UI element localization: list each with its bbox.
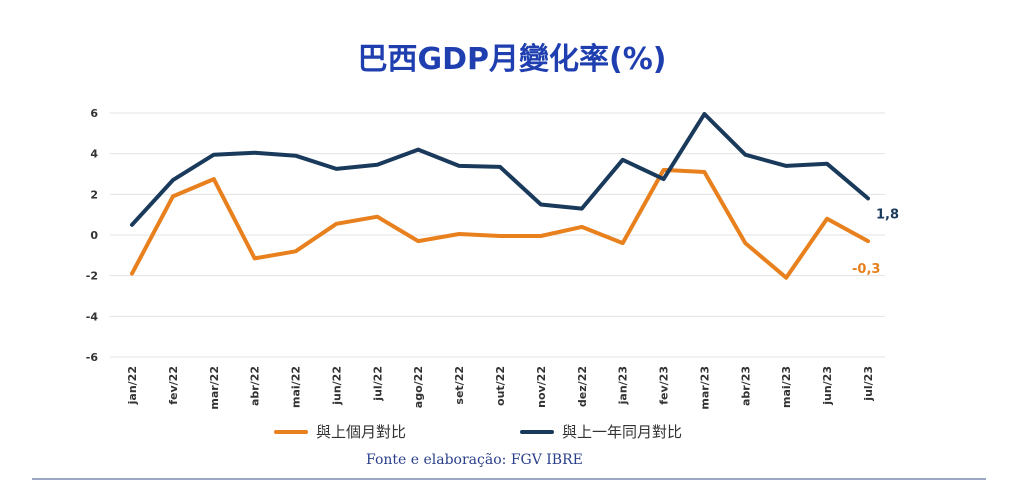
y-axis-ticks: 6 4 2 0 -2 -4 -6 bbox=[86, 107, 99, 364]
x-tick-label: mar/23 bbox=[698, 366, 711, 410]
chart-title: 巴西GDP月變化率(%) bbox=[357, 42, 667, 77]
x-tick-label: out/22 bbox=[494, 366, 507, 406]
y-tick-label: 0 bbox=[90, 229, 98, 242]
series-line-0 bbox=[130, 167, 870, 280]
end-value-label-1: 1,8 bbox=[876, 207, 899, 222]
end-labels: -0,3 1,8 bbox=[852, 207, 899, 277]
x-tick-label: set/22 bbox=[453, 366, 466, 405]
end-value-label-0: -0,3 bbox=[852, 262, 880, 277]
legend-label-yoy: 與上一年同月對比 bbox=[562, 423, 683, 441]
legend-label-mom: 與上個月對比 bbox=[316, 423, 407, 441]
x-tick-label: fev/23 bbox=[658, 366, 671, 405]
source-note: Fonte e elaboração: FGV IBRE bbox=[366, 452, 583, 468]
y-tick-label: -6 bbox=[86, 351, 99, 364]
legend-swatch-navy bbox=[520, 429, 554, 434]
x-tick-label: nov/22 bbox=[535, 366, 548, 408]
x-tick-label: abr/22 bbox=[249, 366, 262, 406]
line-chart: 6 4 2 0 -2 -4 -6 jan/22 fev/22 mar/22 abr/22 mai/2… bbox=[86, 107, 899, 410]
footer-divider bbox=[32, 478, 986, 480]
x-tick-label: jun/22 bbox=[330, 366, 343, 406]
legend: 與上個月對比 與上一年同月對比 bbox=[0, 421, 1024, 447]
x-tick-label: jul/22 bbox=[371, 366, 384, 402]
x-tick-label: jan/23 bbox=[617, 366, 630, 405]
x-tick-label: dez/22 bbox=[576, 366, 589, 407]
x-axis-ticks: jan/22 fev/22 mar/22 abr/22 mai/22 jun/22 jul/… bbox=[126, 366, 875, 410]
legend-item-yoy: 與上一年同月對比 bbox=[520, 421, 682, 442]
legend-item-mom: 與上個月對比 bbox=[274, 421, 406, 442]
x-tick-label: mar/22 bbox=[208, 366, 221, 410]
x-tick-label: mai/23 bbox=[780, 366, 793, 408]
x-tick-label: abr/23 bbox=[739, 366, 752, 406]
legend-swatch-orange bbox=[274, 429, 308, 434]
series-line-1 bbox=[130, 112, 870, 227]
x-tick-label: jun/23 bbox=[821, 366, 834, 406]
y-tick-label: 2 bbox=[90, 188, 98, 201]
x-tick-label: mai/22 bbox=[290, 366, 303, 408]
y-tick-label: -2 bbox=[86, 270, 98, 283]
x-tick-label: jul/23 bbox=[862, 366, 875, 402]
x-tick-label: jan/22 bbox=[126, 366, 139, 405]
y-tick-label: 4 bbox=[90, 148, 98, 161]
y-tick-label: 6 bbox=[90, 107, 98, 120]
x-tick-label: fev/22 bbox=[167, 366, 180, 405]
y-tick-label: -4 bbox=[86, 310, 99, 323]
series-lines bbox=[130, 112, 870, 280]
x-tick-label: ago/22 bbox=[412, 366, 425, 408]
